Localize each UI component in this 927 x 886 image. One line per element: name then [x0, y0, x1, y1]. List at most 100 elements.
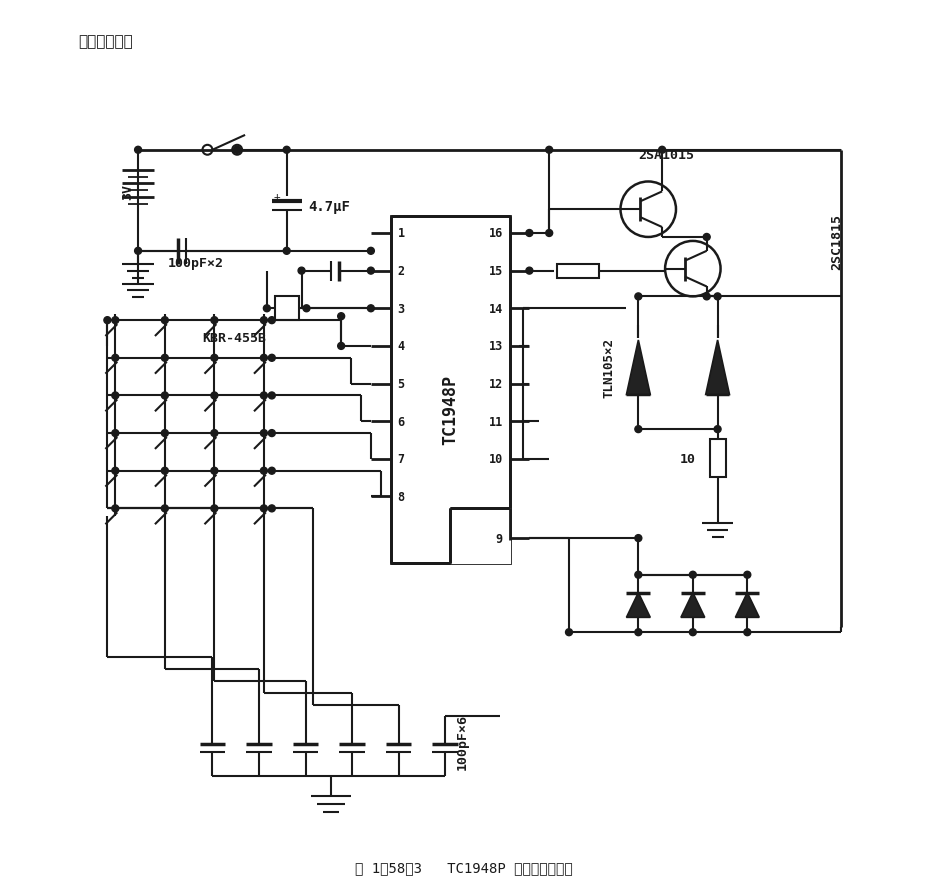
- Text: 10: 10: [679, 453, 695, 466]
- Circle shape: [210, 317, 218, 324]
- Circle shape: [545, 230, 552, 237]
- Circle shape: [703, 234, 709, 241]
- Circle shape: [134, 248, 142, 255]
- Text: 4.7μF: 4.7μF: [308, 200, 350, 214]
- Circle shape: [634, 571, 641, 579]
- Circle shape: [743, 571, 750, 579]
- Circle shape: [234, 147, 240, 154]
- Text: 16: 16: [488, 227, 502, 240]
- Circle shape: [634, 629, 641, 636]
- Circle shape: [634, 535, 641, 542]
- Circle shape: [283, 248, 290, 255]
- Circle shape: [689, 571, 695, 579]
- Circle shape: [634, 293, 641, 300]
- Circle shape: [367, 306, 374, 313]
- Text: 3V: 3V: [121, 184, 134, 200]
- Circle shape: [161, 505, 168, 512]
- Circle shape: [545, 147, 552, 154]
- Circle shape: [161, 430, 168, 437]
- Circle shape: [298, 268, 305, 275]
- Circle shape: [268, 317, 275, 324]
- Circle shape: [526, 268, 532, 275]
- Circle shape: [703, 293, 709, 300]
- Circle shape: [161, 392, 168, 400]
- Circle shape: [134, 147, 142, 154]
- Circle shape: [268, 505, 275, 512]
- Text: 6: 6: [397, 416, 404, 428]
- Polygon shape: [626, 340, 650, 395]
- Circle shape: [210, 430, 218, 437]
- Circle shape: [689, 629, 695, 636]
- Text: TC1948P: TC1948P: [440, 375, 459, 445]
- Circle shape: [112, 392, 119, 400]
- Circle shape: [303, 306, 310, 313]
- Text: 100pF×6: 100pF×6: [455, 713, 468, 769]
- Circle shape: [210, 355, 218, 361]
- Circle shape: [260, 355, 267, 361]
- Polygon shape: [734, 593, 758, 618]
- Text: 5: 5: [397, 377, 404, 391]
- Circle shape: [268, 392, 275, 400]
- Text: 15: 15: [488, 265, 502, 278]
- Circle shape: [112, 468, 119, 475]
- Text: 10: 10: [488, 453, 502, 466]
- Bar: [709, 439, 725, 478]
- Circle shape: [161, 355, 168, 361]
- Text: 典型应用电路: 典型应用电路: [79, 35, 133, 50]
- Circle shape: [161, 317, 168, 324]
- Circle shape: [743, 629, 750, 636]
- Circle shape: [112, 355, 119, 361]
- Circle shape: [112, 430, 119, 437]
- Text: 1: 1: [397, 227, 404, 240]
- Circle shape: [714, 293, 720, 300]
- Circle shape: [268, 355, 275, 361]
- Circle shape: [112, 505, 119, 512]
- Text: 11: 11: [488, 416, 502, 428]
- Text: +: +: [273, 192, 280, 202]
- Text: 图 1－58－3   TC1948P 典型应用电路图: 图 1－58－3 TC1948P 典型应用电路图: [355, 860, 572, 874]
- Text: 2SC1815: 2SC1815: [829, 214, 842, 269]
- Circle shape: [565, 629, 572, 636]
- Polygon shape: [680, 593, 704, 618]
- Bar: [390, 217, 509, 563]
- Circle shape: [161, 468, 168, 475]
- Text: TLN105×2: TLN105×2: [602, 338, 615, 397]
- Circle shape: [714, 426, 720, 433]
- Text: 2SA1015: 2SA1015: [638, 149, 693, 162]
- Circle shape: [260, 392, 267, 400]
- Circle shape: [526, 230, 532, 237]
- Circle shape: [234, 147, 240, 154]
- Text: 3: 3: [397, 302, 404, 315]
- Text: KBR-455B: KBR-455B: [202, 332, 266, 346]
- Circle shape: [268, 468, 275, 475]
- Text: 4: 4: [397, 340, 404, 353]
- Circle shape: [268, 430, 275, 437]
- Circle shape: [260, 505, 267, 512]
- Circle shape: [260, 430, 267, 437]
- Circle shape: [210, 392, 218, 400]
- Circle shape: [367, 268, 374, 275]
- Circle shape: [210, 505, 218, 512]
- Circle shape: [263, 306, 270, 313]
- Polygon shape: [626, 593, 650, 618]
- Polygon shape: [705, 340, 729, 395]
- Circle shape: [112, 317, 119, 324]
- Text: 9: 9: [495, 532, 502, 545]
- Circle shape: [283, 147, 290, 154]
- Text: 14: 14: [488, 302, 502, 315]
- Circle shape: [260, 317, 267, 324]
- Bar: [450, 509, 509, 563]
- Text: 12: 12: [488, 377, 502, 391]
- Circle shape: [367, 248, 374, 255]
- Circle shape: [210, 468, 218, 475]
- Text: 13: 13: [488, 340, 502, 353]
- Circle shape: [658, 147, 665, 154]
- Text: 2: 2: [397, 265, 404, 278]
- Circle shape: [104, 317, 110, 324]
- Circle shape: [634, 426, 641, 433]
- Text: 7: 7: [397, 453, 404, 466]
- Bar: [556, 264, 598, 278]
- Text: 8: 8: [397, 491, 404, 503]
- Text: 100pF×2: 100pF×2: [168, 257, 223, 270]
- Circle shape: [337, 314, 344, 321]
